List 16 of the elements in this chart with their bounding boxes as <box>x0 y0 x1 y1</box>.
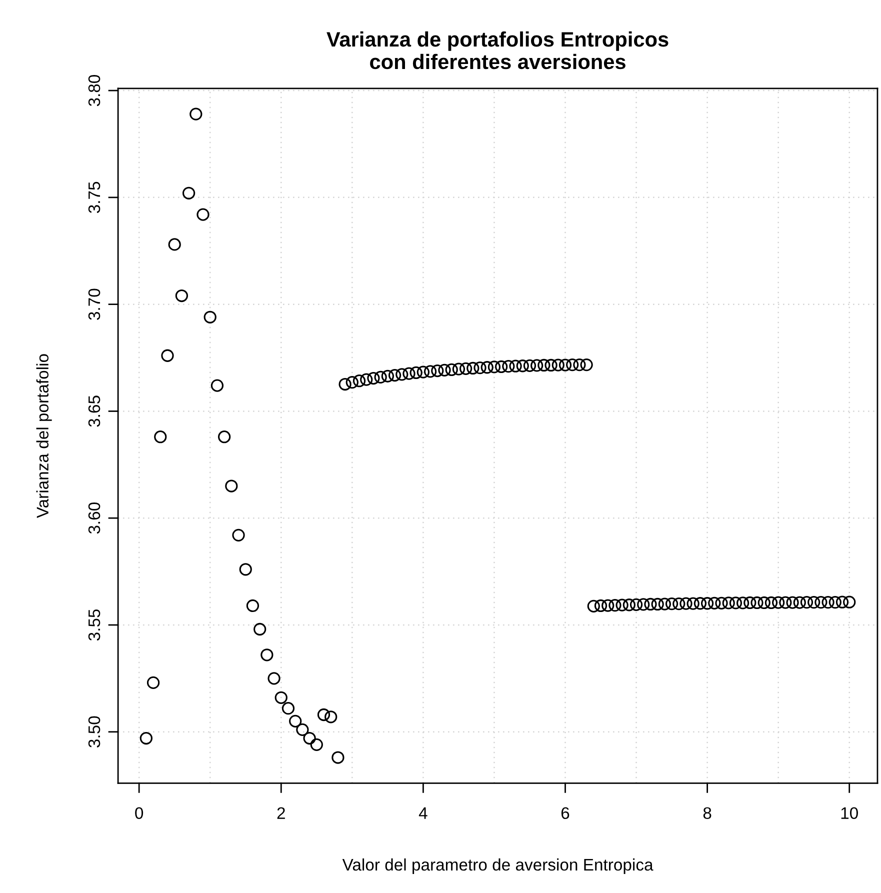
y-tick-label: 3.70 <box>88 288 100 320</box>
x-tick-label: 6 <box>561 807 570 820</box>
y-tick-label: 3.80 <box>88 74 100 106</box>
y-tick-label: 3.65 <box>88 396 100 427</box>
chart-title: Varianza de portafolios Entropicos con diferentes aversiones <box>326 31 668 70</box>
x-tick-label: 8 <box>703 807 712 820</box>
y-tick-label: 3.50 <box>88 716 100 748</box>
x-axis-title: Valor del parametro de aversion Entropica <box>342 858 654 874</box>
x-tick-label: 10 <box>841 807 858 820</box>
x-tick-label: 0 <box>135 807 144 820</box>
x-tick-label: 2 <box>277 807 285 819</box>
y-tick-label: 3.55 <box>88 609 100 641</box>
y-tick-label: 3.75 <box>88 182 100 214</box>
x-tick-label: 4 <box>418 807 428 819</box>
y-tick-label: 3.60 <box>88 502 100 534</box>
y-axis-title: Varianza del portafolio <box>36 354 52 518</box>
